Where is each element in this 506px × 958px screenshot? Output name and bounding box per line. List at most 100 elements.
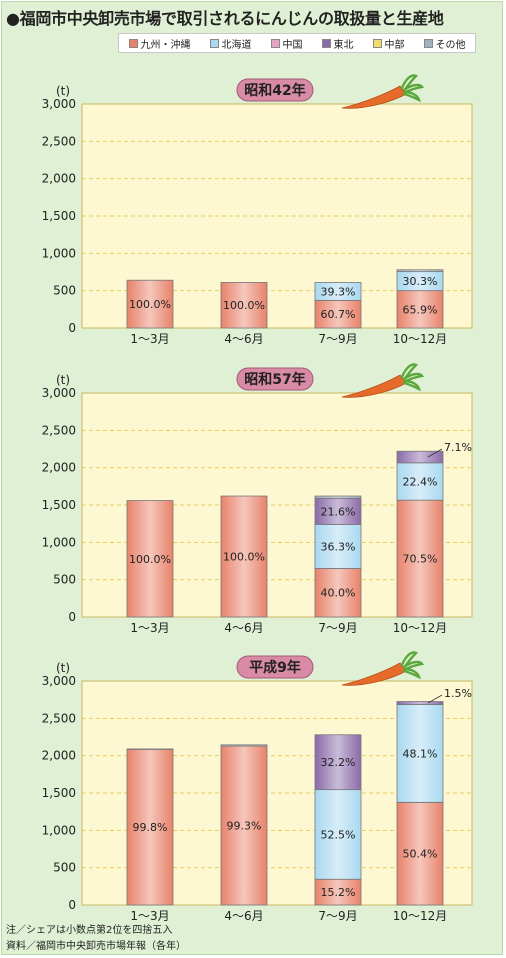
y-tick-label: 2,000 [42,749,76,763]
chart-title-pill [236,367,314,391]
x-tick-label: 7〜9月 [318,621,357,635]
legend-swatch [321,38,331,48]
data-label: 1.5% [444,687,472,700]
x-tick-label: 4〜6月 [224,332,263,346]
legend-item-chubu: 中部 [372,36,405,51]
y-tick-label: 3,000 [42,97,76,111]
chart-title-pill [236,655,314,679]
data-label: 40.0% [321,587,356,600]
data-label: 65.9% [403,303,438,316]
y-axis-unit: (t) [56,84,70,98]
data-label: 99.8% [133,821,168,834]
legend-swatch [423,38,433,48]
bar-segment [396,450,444,464]
bar-segment [220,495,268,618]
legend-swatch [209,38,219,48]
data-label: 100.0% [129,298,171,311]
legend-label: 北海道 [221,39,252,51]
data-label: 22.4% [403,475,438,488]
x-tick-label: 7〜9月 [318,909,357,923]
x-tick-label: 10〜12月 [393,332,448,346]
bar-segment [314,282,362,301]
bar-segment [396,701,444,705]
bar-segment [314,524,362,569]
y-axis-unit: (t) [56,661,70,675]
bar-segment [126,500,174,618]
y-tick-label: 0 [68,898,76,912]
data-label: 100.0% [129,553,171,566]
legend-label: その他 [435,39,466,51]
legend-swatch [128,38,138,48]
bar-segment [126,279,174,329]
legend-item-kyushu: 九州・沖縄 [128,36,191,51]
chart-title-pill [236,78,314,102]
chart-title: 昭和57年 [244,371,305,388]
data-label: 50.4% [403,848,438,861]
legend-item-chugoku: 中国 [270,36,303,51]
carrot-leaves [400,74,425,103]
legend-item-other: その他 [423,36,466,51]
y-tick-label: 2,500 [42,423,76,437]
data-label: 60.7% [321,308,356,321]
y-tick-label: 500 [53,861,76,875]
legend: 九州・沖縄 北海道 中国 東北 中部 その他 [118,33,476,53]
y-tick-label: 500 [53,284,76,298]
bar-segment [396,801,444,906]
y-tick-label: 3,000 [42,674,76,688]
y-tick-label: 1,000 [42,246,76,260]
legend-label: 東北 [333,39,354,51]
x-tick-label: 10〜12月 [393,621,448,635]
x-tick-label: 1〜3月 [130,621,169,635]
bar-segment [396,269,444,273]
x-tick-label: 1〜3月 [130,909,169,923]
x-tick-label: 7〜9月 [318,332,357,346]
data-label-leader [427,694,443,704]
data-label: 52.5% [321,828,356,841]
bar-segment [314,789,362,880]
bar-segment [220,744,268,747]
carrot-leaves [400,651,425,680]
y-tick-label: 1,500 [42,498,76,512]
data-label: 21.6% [321,505,356,518]
bar-segment [396,704,444,803]
data-label-leader [427,448,443,458]
y-axis-unit: (t) [56,373,70,387]
bar-segment [314,878,362,906]
data-label: 100.0% [223,299,265,312]
y-tick-label: 1,000 [42,823,76,837]
y-tick-label: 1,500 [42,786,76,800]
x-tick-label: 10〜12月 [393,909,448,923]
footnote-source: 資料／福岡市中央卸売市場年報（各年） [6,941,186,952]
y-tick-label: 0 [68,321,76,335]
carrot-icon [341,74,425,109]
bar-segment [396,290,444,329]
legend-label: 中部 [384,39,405,51]
y-tick-label: 0 [68,610,76,624]
data-label: 99.3% [227,819,262,832]
bar-segment [220,282,268,329]
data-label: 32.2% [321,756,356,769]
y-tick-label: 2,000 [42,461,76,475]
bar-segment [220,745,268,906]
legend-item-hokkaido: 北海道 [209,36,252,51]
legend-label: 中国 [282,39,303,51]
bar-segment [314,497,362,525]
y-tick-label: 2,500 [42,134,76,148]
chart-title: 昭和42年 [244,82,305,99]
bar-segment [314,568,362,618]
carrot-icon [341,651,425,686]
carrot-icon [341,363,425,398]
y-tick-label: 500 [53,573,76,587]
y-tick-label: 1,500 [42,209,76,223]
legend-swatch [372,38,382,48]
x-tick-label: 4〜6月 [224,621,263,635]
data-label: 7.1% [444,441,472,454]
carrot-leaves [400,363,425,392]
data-label: 36.3% [321,540,356,553]
x-tick-label: 1〜3月 [130,332,169,346]
bar-segment [314,495,362,499]
bar-segment [126,748,174,906]
y-tick-label: 2,500 [42,711,76,725]
bar-segment [314,299,362,329]
